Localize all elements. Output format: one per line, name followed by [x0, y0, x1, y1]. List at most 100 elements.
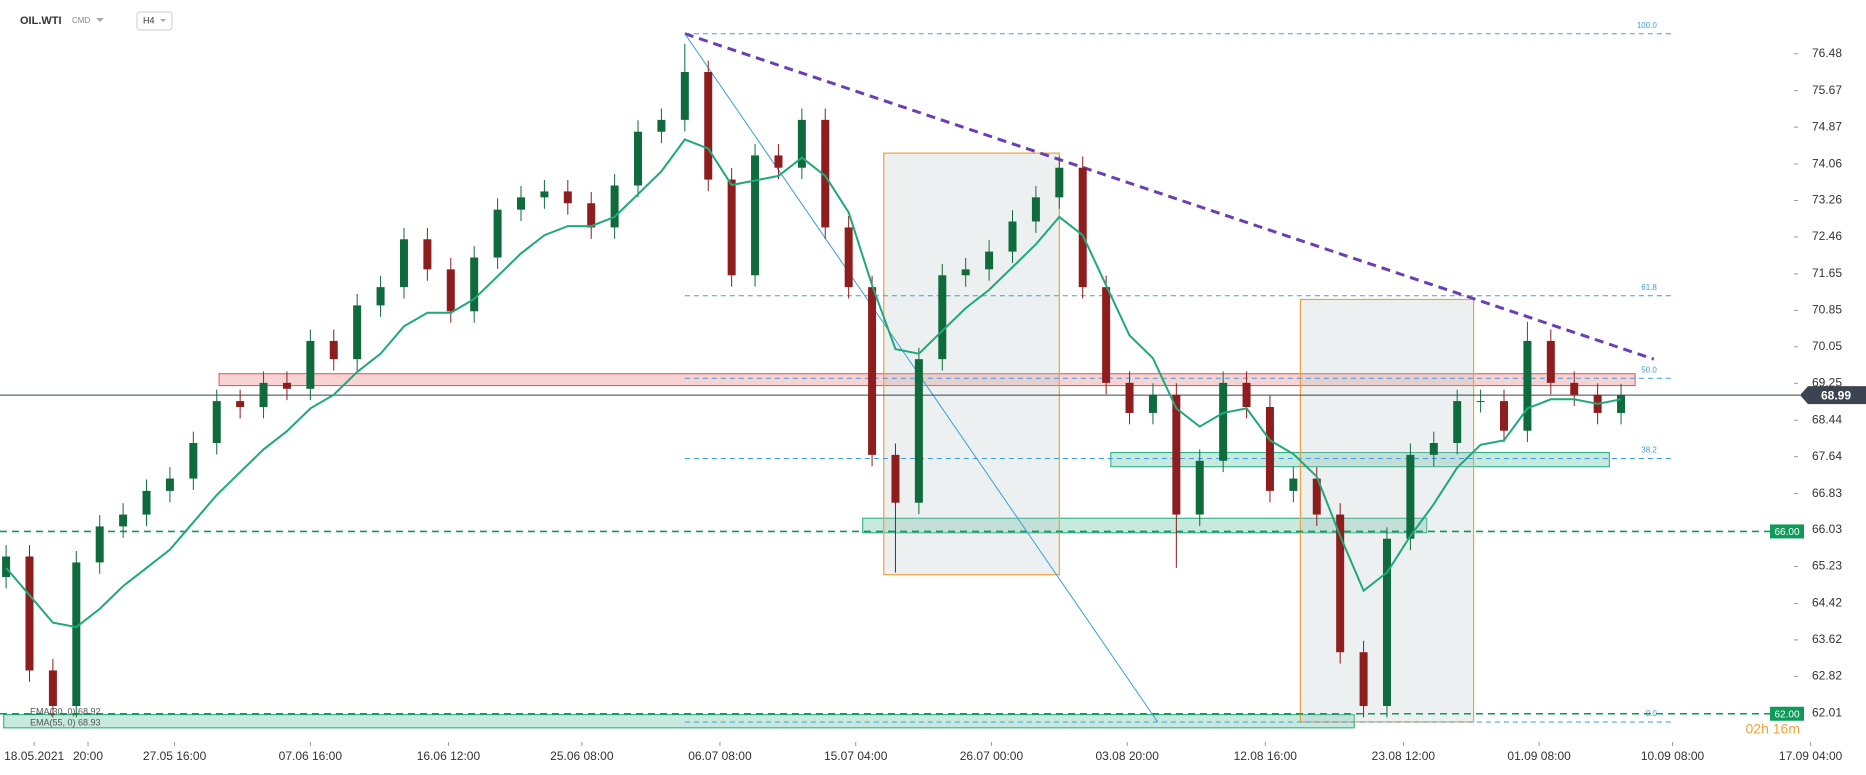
- candle-body: [1617, 395, 1626, 413]
- zone: [862, 517, 1428, 534]
- candle-body: [774, 155, 783, 168]
- x-tick-label: 07.06 16:00: [279, 749, 343, 763]
- candle-body: [446, 269, 455, 312]
- candle-body: [516, 197, 525, 210]
- candle-body: [1055, 167, 1064, 198]
- last-price-tag: [1800, 386, 1866, 405]
- candle-body: [1406, 454, 1415, 539]
- x-tick-label: 15.07 04:00: [824, 749, 888, 763]
- candle-body: [1219, 382, 1228, 461]
- y-tick-label: 66.83: [1812, 486, 1842, 500]
- candle-body: [540, 191, 549, 198]
- candle-body: [610, 185, 619, 228]
- y-tick-label: 70.85: [1812, 303, 1842, 317]
- candle-body: [48, 670, 57, 706]
- candle-body: [142, 490, 151, 515]
- candle-body: [236, 401, 245, 408]
- candle-body: [680, 72, 689, 120]
- x-tick-label: 18.05.2021: [4, 749, 64, 763]
- candle-body: [1172, 394, 1181, 515]
- candle-body: [1570, 382, 1579, 395]
- y-tick-label: 63.62: [1812, 632, 1842, 646]
- candle-body: [329, 340, 338, 360]
- candle-body: [72, 562, 81, 706]
- candle-body: [1336, 514, 1345, 653]
- price-tag-label: 66.00: [1774, 527, 1799, 538]
- x-tick-label: 25.06 08:00: [550, 749, 614, 763]
- market-caret[interactable]: [96, 18, 104, 22]
- y-tick-label: 74.87: [1812, 119, 1842, 133]
- candle-body: [1008, 221, 1017, 252]
- candle-body: [868, 287, 877, 455]
- y-tick-label: 62.01: [1812, 705, 1842, 719]
- interval-button[interactable]: [136, 11, 173, 31]
- candle-body: [985, 251, 994, 270]
- y-tick-label: 75.67: [1812, 83, 1842, 97]
- candle-body: [1523, 340, 1532, 431]
- zone: [1110, 452, 1610, 468]
- candle-body: [423, 239, 432, 270]
- y-tick-label: 73.26: [1812, 193, 1842, 207]
- last-price-label: 68.99: [1821, 388, 1851, 402]
- candle-body: [282, 382, 291, 389]
- candle-body: [1453, 401, 1462, 444]
- legend-entry: EMA(55, 0) 68.93: [30, 717, 101, 727]
- x-tick-label: 03.08 20:00: [1095, 749, 1159, 763]
- candle-body: [1289, 478, 1298, 491]
- candle-body: [1102, 287, 1111, 383]
- y-tick-label: 68.44: [1812, 412, 1842, 426]
- symbol: OIL.WTI: [20, 15, 62, 27]
- y-tick-label: 74.06: [1812, 156, 1842, 170]
- candle-timer: 02h 16m: [1746, 720, 1800, 736]
- legend-entry: EMA(30, 0) 68.92: [30, 706, 101, 716]
- y-tick-label: 70.05: [1812, 339, 1842, 353]
- candle-body: [657, 119, 666, 132]
- candle-body: [914, 359, 923, 503]
- candle-body: [119, 514, 128, 527]
- x-tick-label: 20:00: [73, 749, 103, 763]
- candle-body: [212, 401, 221, 444]
- interval: H4: [143, 15, 155, 25]
- fib-label: 100.0: [1637, 21, 1658, 30]
- candle-body: [1265, 407, 1274, 491]
- x-tick-label: 27.05 16:00: [143, 749, 207, 763]
- candle-body: [563, 191, 572, 204]
- candle-body: [25, 556, 34, 671]
- market: CMD: [72, 16, 90, 25]
- candle-body: [1312, 478, 1321, 515]
- candle-body: [399, 239, 408, 288]
- candle-body: [727, 179, 736, 276]
- interval-caret: [160, 19, 166, 22]
- candle-body: [938, 275, 947, 360]
- candle-body: [1031, 197, 1040, 222]
- y-tick-label: 66.03: [1812, 522, 1842, 536]
- candle-body: [1195, 460, 1204, 515]
- candle-body: [1125, 382, 1134, 413]
- candle-body: [1148, 394, 1157, 413]
- price-tag-label: 62.00: [1774, 709, 1799, 720]
- y-tick-label: 64.42: [1812, 596, 1842, 610]
- y-tick-label: 62.82: [1812, 669, 1842, 683]
- y-tick-label: 72.46: [1812, 229, 1842, 243]
- candle-body: [844, 227, 853, 288]
- fib-label: 38.2: [1641, 446, 1657, 455]
- candle-body: [165, 478, 174, 491]
- candle-body: [2, 556, 11, 578]
- candle-body: [634, 131, 643, 186]
- x-tick-label: 17.09 04:00: [1779, 749, 1843, 763]
- candle-body: [1359, 652, 1368, 706]
- candle-body: [1476, 401, 1485, 403]
- candle-body: [961, 269, 970, 276]
- candle-body: [353, 305, 362, 360]
- y-tick-label: 71.65: [1812, 266, 1842, 280]
- candle-body: [189, 443, 198, 479]
- candle-body: [376, 287, 385, 306]
- price-tag: [1770, 524, 1804, 539]
- candle-body: [751, 155, 760, 276]
- candle-body: [1429, 443, 1438, 455]
- fib-label: 50.0: [1641, 365, 1657, 374]
- candle-body: [891, 454, 900, 503]
- y-tick-label: 69.25: [1812, 375, 1842, 389]
- range-box: [883, 152, 1060, 576]
